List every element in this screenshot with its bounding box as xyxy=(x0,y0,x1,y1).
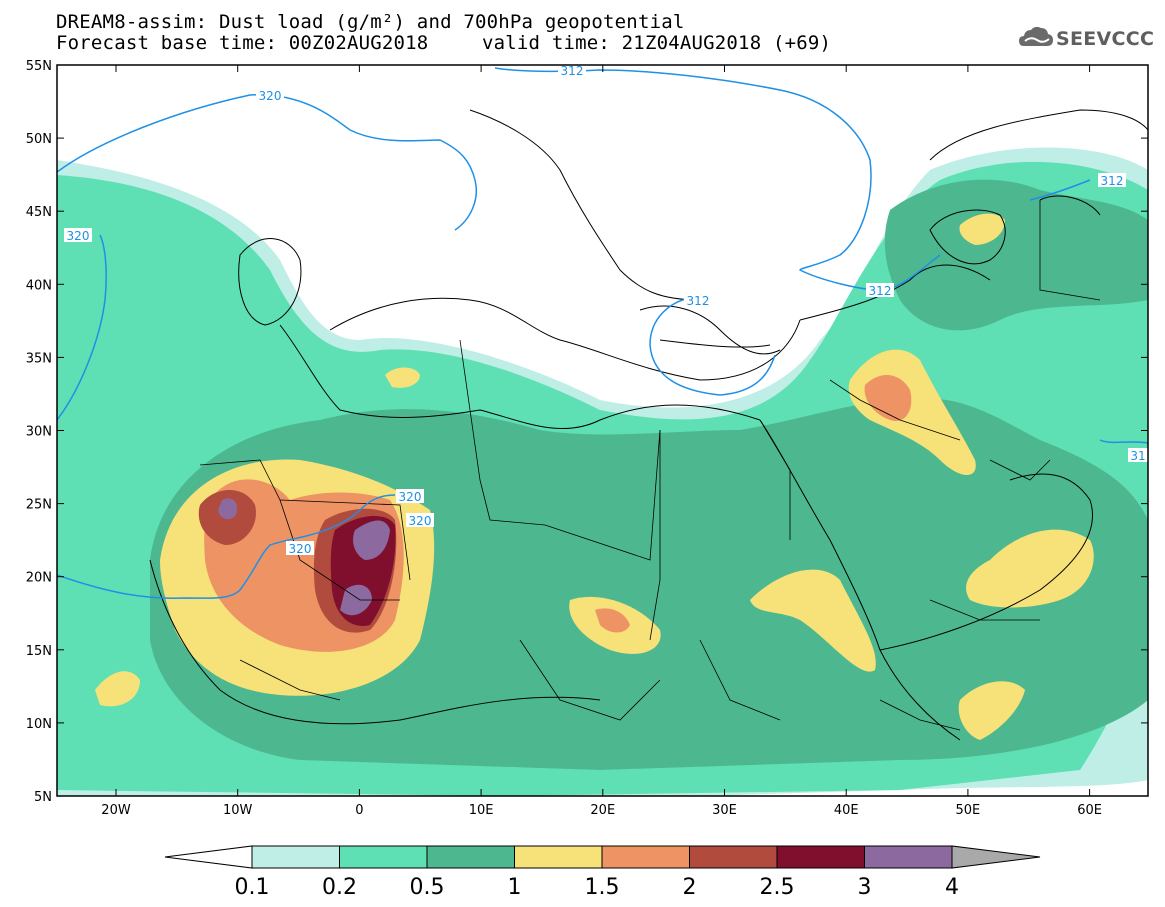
colorbar-box xyxy=(689,845,778,869)
contour-labels: 320 320 320 320 320 312 312 312 312 31 xyxy=(64,63,1148,556)
dust-band-1-sudan xyxy=(750,569,876,672)
lat-label: 55N xyxy=(26,59,52,74)
lat-label: 35N xyxy=(26,351,52,366)
lat-label: 30N xyxy=(26,425,52,440)
lat-label: 40N xyxy=(26,278,52,293)
valid-time: valid time: 21Z04AUG2018 (+69) xyxy=(482,32,832,54)
colorbar-label: 0.2 xyxy=(322,875,357,900)
colorbar-arrow-high xyxy=(951,845,1041,869)
dust-band-3-west xyxy=(218,498,238,520)
colorbar-box xyxy=(776,845,865,869)
dust-band-0.5-caspian xyxy=(884,179,1148,331)
contour-label: 320 xyxy=(399,490,422,504)
country-borders xyxy=(199,200,1101,731)
dust-band-1.5-chad xyxy=(595,608,630,633)
contour-label: 312 xyxy=(561,64,584,78)
lon-label: 20E xyxy=(590,803,615,818)
logo-text: SEEVCCC xyxy=(1056,28,1155,50)
lat-label: 10N xyxy=(26,717,52,732)
colorbar-label: 4 xyxy=(945,875,959,900)
colorbar-label: 1.5 xyxy=(585,875,620,900)
longitude-axis: 20W 10W 0 10E 20E 30E 40E 50E 60E xyxy=(101,65,1102,818)
colorbar-box xyxy=(864,845,953,869)
lat-label: 50N xyxy=(26,132,52,147)
dust-band-3 xyxy=(353,520,390,560)
geopotential-contours xyxy=(57,67,1148,600)
lon-label: 20W xyxy=(101,803,131,818)
contour-label: 312 xyxy=(1101,174,1124,188)
dust-band-0.2-plume xyxy=(57,246,250,430)
colorbar-box xyxy=(601,845,690,869)
colorbar-label: 0.5 xyxy=(410,875,445,900)
dust-band-1-west xyxy=(95,671,140,707)
lat-label: 25N xyxy=(26,498,52,513)
seevccc-logo: SEEVCCC xyxy=(1018,24,1154,54)
colorbar-label: 2 xyxy=(683,875,697,900)
lon-label: 40E xyxy=(834,803,859,818)
lon-label: 10W xyxy=(223,803,253,818)
contour-label: 320 xyxy=(259,89,282,103)
contour-label: 320 xyxy=(409,514,432,528)
colorbar-box xyxy=(426,845,515,869)
lon-label: 50E xyxy=(956,803,981,818)
colorbar-label: 0.1 xyxy=(235,875,270,900)
colorbar-label: 1 xyxy=(508,875,522,900)
contour-label: 320 xyxy=(67,229,90,243)
colorbar-label: 3 xyxy=(858,875,872,900)
lon-label: 60E xyxy=(1077,803,1102,818)
lat-label: 15N xyxy=(26,644,52,659)
cloud-icon xyxy=(1019,26,1053,46)
lon-label: 10E xyxy=(469,803,494,818)
map-title: DREAM8-assim: Dust load (g/m²) and 700hP… xyxy=(56,11,685,33)
dust-band-1-yemen xyxy=(958,681,1025,740)
lon-label: 30E xyxy=(712,803,737,818)
contour-label: 320 xyxy=(289,542,312,556)
contour-label: 31 xyxy=(1130,449,1145,463)
lat-label: 45N xyxy=(26,205,52,220)
colorbar-box xyxy=(514,845,603,869)
latitude-axis: 55N 50N 45N 40N 35N 30N 25N 20N 15N 10N 5N xyxy=(26,59,1148,805)
forecast-base-time: Forecast base time: 00Z02AUG2018 xyxy=(56,32,429,54)
lon-label: 0 xyxy=(355,803,363,818)
dust-band-1-morocco xyxy=(385,367,420,388)
contour-label: 312 xyxy=(687,294,710,308)
dust-band-1-arabia xyxy=(966,529,1094,608)
dust-band-1-caspian xyxy=(959,213,1005,245)
lat-label: 5N xyxy=(34,790,52,805)
colorbar-arrow-low xyxy=(164,845,253,869)
colorbar-box xyxy=(339,845,428,869)
dust-band-1.5-iraq xyxy=(864,374,912,421)
contour-label: 312 xyxy=(869,284,892,298)
colorbar-box xyxy=(251,845,340,869)
coastlines xyxy=(149,109,1148,741)
colorbar-label: 2.5 xyxy=(760,875,795,900)
lat-label: 20N xyxy=(26,571,52,586)
